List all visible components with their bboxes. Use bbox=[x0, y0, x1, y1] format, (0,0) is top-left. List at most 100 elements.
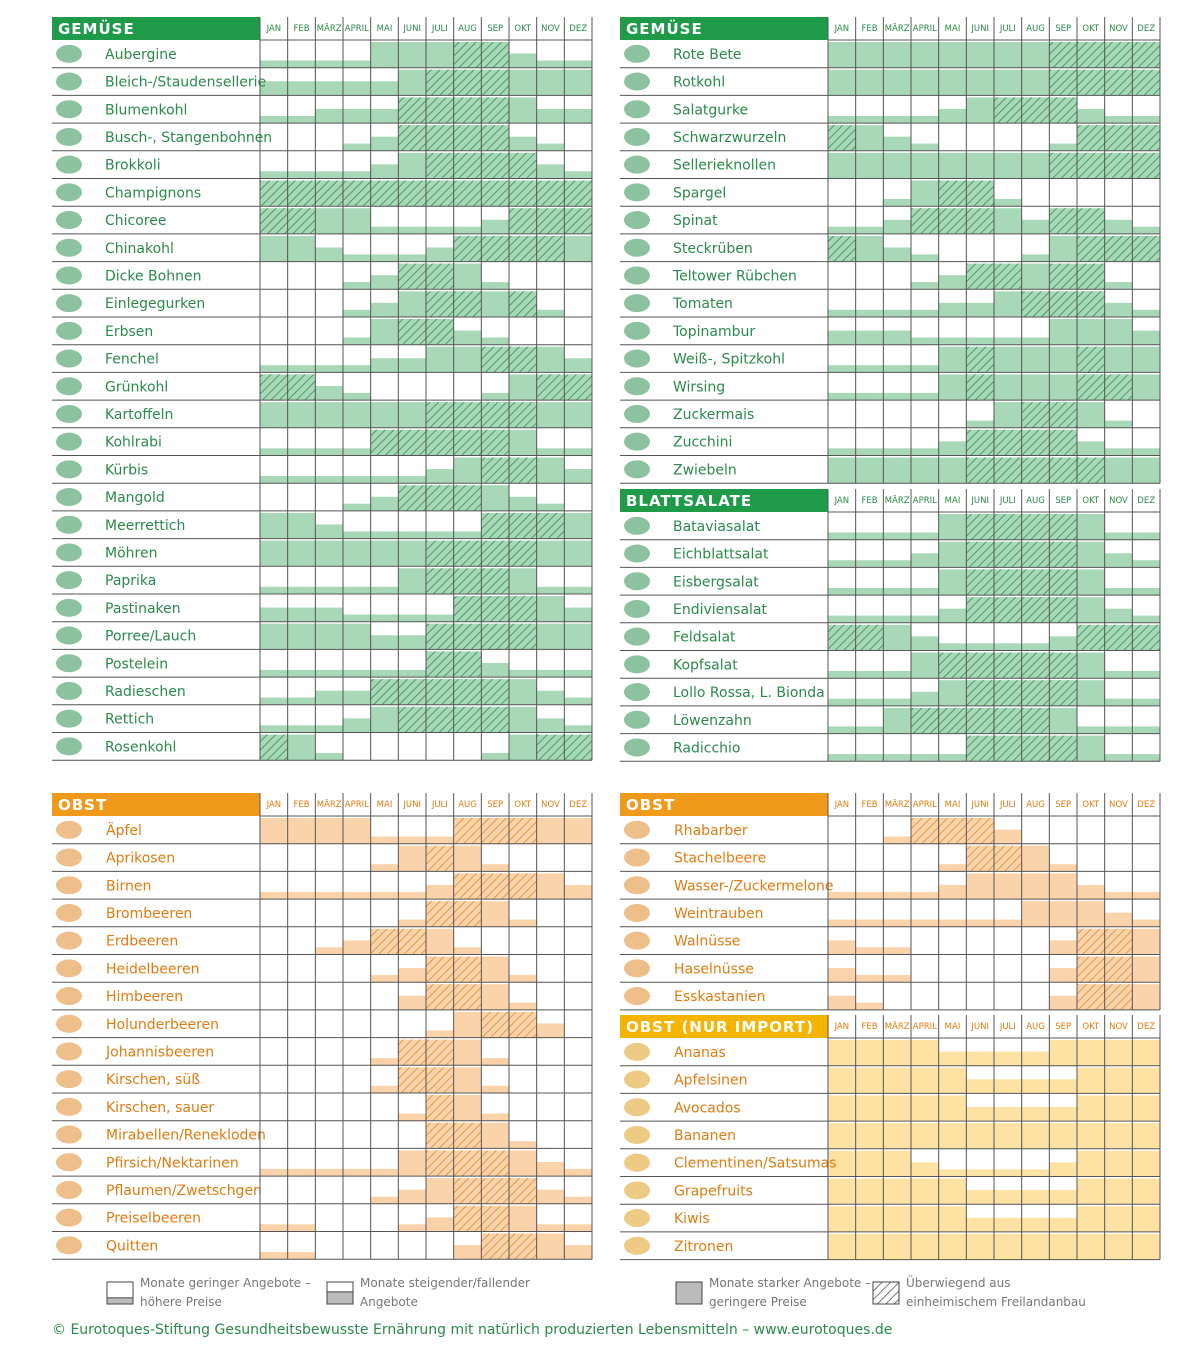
cell-fill bbox=[426, 1217, 454, 1232]
item-name: Bataviasalat bbox=[673, 519, 760, 535]
cell-fill bbox=[315, 586, 343, 594]
cell-hatch bbox=[1077, 624, 1105, 651]
month-label: AUG bbox=[458, 800, 477, 810]
cell-hatch bbox=[481, 1011, 509, 1038]
cell-hatch bbox=[481, 706, 509, 733]
cell-hatch bbox=[1132, 235, 1160, 262]
cell-fill bbox=[828, 457, 856, 484]
cell-fill bbox=[564, 69, 592, 96]
cell-fill bbox=[938, 864, 967, 872]
cell-hatch bbox=[398, 429, 426, 456]
cell-fill bbox=[260, 818, 288, 844]
cell-fill bbox=[398, 968, 426, 983]
cell-fill bbox=[481, 864, 509, 872]
cell-hatch bbox=[1049, 69, 1077, 96]
item-name: Brokkoli bbox=[105, 158, 161, 174]
cell-fill bbox=[855, 560, 884, 568]
cell-fill bbox=[564, 818, 592, 844]
item-icon bbox=[624, 1098, 650, 1117]
month-label: DEZ bbox=[1137, 800, 1155, 810]
month-label: MAI bbox=[945, 800, 961, 810]
cell-hatch bbox=[481, 1205, 509, 1232]
item-name: Radicchio bbox=[673, 740, 741, 756]
cell-hatch bbox=[1132, 152, 1160, 179]
cell-fill bbox=[1104, 1067, 1133, 1094]
cell-fill bbox=[883, 975, 911, 983]
cell-fill bbox=[260, 81, 288, 96]
cell-fill bbox=[453, 226, 482, 234]
item-name: Kartoffeln bbox=[105, 407, 173, 423]
cell-fill bbox=[1049, 901, 1077, 927]
month-label: NOV bbox=[1109, 1022, 1128, 1032]
cell-fill bbox=[911, 691, 939, 706]
cell-fill bbox=[883, 1123, 911, 1149]
cell-fill bbox=[938, 337, 967, 345]
cell-fill bbox=[343, 143, 371, 151]
month-label: OKT bbox=[1082, 1022, 1100, 1032]
cell-fill bbox=[1049, 636, 1077, 651]
cell-hatch bbox=[1049, 402, 1077, 428]
cell-fill bbox=[315, 208, 343, 234]
cell-fill bbox=[883, 219, 911, 234]
item-icon bbox=[56, 127, 82, 146]
month-label: APRIL bbox=[913, 1022, 937, 1032]
item-name: Grünkohl bbox=[105, 379, 168, 395]
cell-fill bbox=[994, 1217, 1022, 1232]
cell-fill bbox=[370, 864, 399, 872]
cell-hatch bbox=[1021, 291, 1050, 317]
cell-hatch bbox=[481, 873, 509, 900]
month-label: NOV bbox=[541, 800, 560, 810]
cell-fill bbox=[855, 726, 884, 734]
cell-hatch bbox=[426, 651, 454, 678]
item-name: Möhren bbox=[105, 545, 157, 561]
cell-fill bbox=[1077, 514, 1105, 540]
item-icon bbox=[56, 155, 82, 174]
cell-fill bbox=[481, 219, 509, 234]
cell-fill bbox=[1132, 115, 1160, 124]
cell-fill bbox=[1077, 884, 1105, 900]
cell-fill bbox=[1021, 219, 1050, 234]
cell-fill bbox=[343, 402, 371, 428]
cell-fill bbox=[966, 97, 994, 124]
cell-hatch bbox=[426, 1122, 454, 1149]
month-label: DEZ bbox=[569, 24, 587, 34]
cell-fill bbox=[994, 346, 1022, 373]
cell-fill bbox=[1077, 901, 1105, 927]
item-icon bbox=[56, 44, 82, 63]
item-icon bbox=[56, 571, 82, 590]
cell-fill bbox=[828, 615, 856, 623]
cell-hatch bbox=[966, 263, 994, 290]
cell-fill bbox=[315, 725, 343, 733]
item-icon bbox=[624, 321, 650, 340]
cell-fill bbox=[426, 531, 454, 539]
cell-fill bbox=[828, 392, 856, 401]
cell-fill bbox=[1104, 282, 1133, 290]
month-label: JULI bbox=[999, 800, 1016, 810]
item-name: Kopfsalat bbox=[673, 657, 738, 673]
cell-fill bbox=[1021, 1169, 1050, 1177]
month-label: AUG bbox=[1026, 24, 1045, 34]
cell-hatch bbox=[426, 568, 454, 594]
cell-fill bbox=[426, 1030, 454, 1038]
item-name: Bleich-/Staudensellerie bbox=[105, 75, 266, 91]
cell-fill bbox=[370, 496, 399, 511]
cell-fill bbox=[883, 1178, 911, 1205]
cell-fill bbox=[828, 365, 856, 373]
cell-hatch bbox=[481, 512, 509, 539]
cell-fill bbox=[1132, 1178, 1160, 1205]
month-label: FEB bbox=[293, 24, 309, 34]
cell-hatch bbox=[481, 679, 509, 705]
cell-fill bbox=[883, 1150, 911, 1177]
cell-fill bbox=[938, 919, 967, 927]
cell-fill bbox=[1049, 940, 1077, 955]
cell-fill bbox=[966, 1217, 994, 1232]
cell-fill bbox=[1049, 1079, 1077, 1094]
cell-hatch bbox=[994, 569, 1022, 596]
cell-fill bbox=[536, 457, 565, 484]
item-icon bbox=[624, 516, 650, 535]
cell-fill bbox=[828, 152, 856, 179]
item-name: Grapefruits bbox=[674, 1183, 753, 1199]
cell-fill bbox=[883, 1233, 911, 1260]
cell-hatch bbox=[994, 597, 1022, 623]
cell-fill bbox=[536, 503, 565, 511]
